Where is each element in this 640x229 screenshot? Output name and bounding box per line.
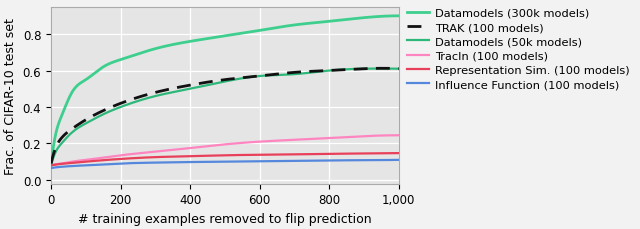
TracIn (100 models) [385, 134, 392, 137]
Line: Representation Sim. (100 models): Representation Sim. (100 models) [51, 153, 399, 166]
Representation Sim. (100 models) [385, 152, 392, 155]
Y-axis label: Frac. of CIFAR-10 test set: Frac. of CIFAR-10 test set [4, 18, 17, 174]
Datamodels (300k models) [216, 36, 224, 39]
TRAK (100 models) [395, 68, 403, 71]
TRAK (100 models) [385, 68, 392, 70]
Line: TracIn (100 models): TracIn (100 models) [51, 136, 399, 166]
Representation Sim. (100 models) [385, 152, 392, 155]
Datamodels (50k models) [207, 84, 214, 86]
TracIn (100 models) [47, 164, 55, 167]
Datamodels (300k models) [395, 15, 403, 18]
Datamodels (50k models) [216, 82, 224, 85]
Representation Sim. (100 models) [395, 152, 403, 155]
Datamodels (300k models) [65, 98, 73, 101]
TracIn (100 models) [65, 161, 73, 164]
TRAK (100 models) [207, 81, 214, 84]
Datamodels (300k models) [321, 21, 328, 24]
TracIn (100 models) [207, 145, 214, 147]
Datamodels (50k models) [385, 68, 392, 71]
TRAK (100 models) [65, 130, 73, 133]
Datamodels (50k models) [65, 134, 73, 137]
Datamodels (300k models) [207, 38, 214, 40]
Datamodels (300k models) [385, 16, 392, 18]
Influence Function (100 models) [65, 165, 73, 168]
Datamodels (50k models) [321, 70, 328, 73]
TRAK (100 models) [321, 70, 328, 73]
Representation Sim. (100 models) [321, 153, 328, 155]
Datamodels (50k models) [395, 68, 403, 71]
TracIn (100 models) [385, 134, 392, 137]
TRAK (100 models) [47, 162, 55, 165]
Representation Sim. (100 models) [216, 154, 224, 157]
Influence Function (100 models) [395, 159, 403, 161]
Datamodels (300k models) [394, 15, 402, 18]
Influence Function (100 models) [321, 159, 328, 162]
Datamodels (300k models) [385, 16, 392, 18]
Representation Sim. (100 models) [65, 162, 73, 165]
Datamodels (50k models) [47, 164, 55, 167]
Datamodels (50k models) [375, 68, 383, 71]
Representation Sim. (100 models) [207, 155, 214, 157]
Influence Function (100 models) [385, 159, 392, 162]
Line: Influence Function (100 models): Influence Function (100 models) [51, 160, 399, 168]
Influence Function (100 models) [47, 167, 55, 170]
Datamodels (300k models) [47, 164, 55, 167]
Representation Sim. (100 models) [47, 164, 55, 167]
X-axis label: # training examples removed to flip prediction: # training examples removed to flip pred… [78, 212, 372, 225]
Line: Datamodels (50k models): Datamodels (50k models) [51, 69, 399, 166]
TRAK (100 models) [385, 68, 392, 70]
TracIn (100 models) [321, 137, 328, 140]
Datamodels (50k models) [385, 68, 392, 71]
Influence Function (100 models) [216, 161, 224, 164]
TracIn (100 models) [395, 134, 403, 137]
TRAK (100 models) [216, 79, 224, 82]
Influence Function (100 models) [207, 161, 214, 164]
Line: TRAK (100 models): TRAK (100 models) [51, 69, 399, 164]
TRAK (100 models) [379, 68, 387, 70]
Influence Function (100 models) [385, 159, 392, 162]
TracIn (100 models) [216, 144, 224, 147]
Legend: Datamodels (300k models), TRAK (100 models), Datamodels (50k models), TracIn (10: Datamodels (300k models), TRAK (100 mode… [402, 4, 634, 95]
Line: Datamodels (300k models): Datamodels (300k models) [51, 17, 399, 166]
